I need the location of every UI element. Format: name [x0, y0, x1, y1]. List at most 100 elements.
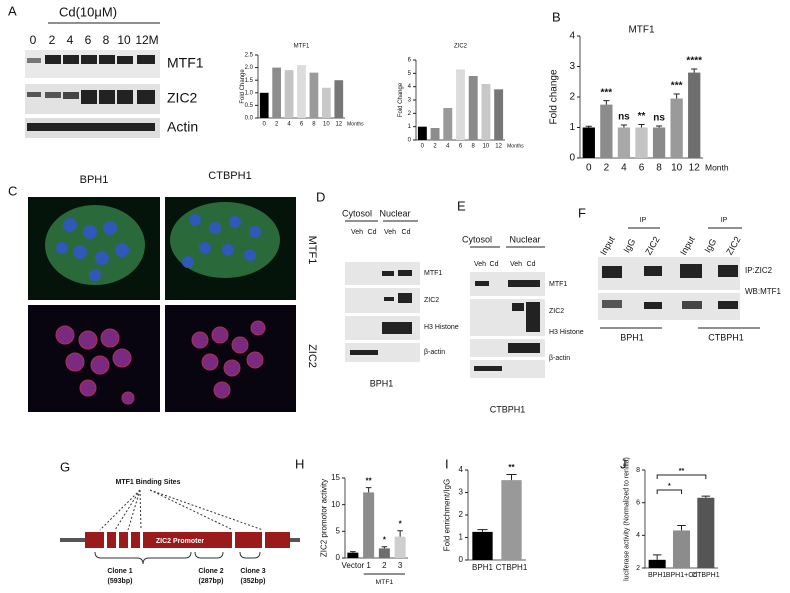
- panel-letter: D: [316, 189, 325, 204]
- x-tick-label: 0: [421, 144, 425, 150]
- y-tick-label: 4: [636, 532, 640, 539]
- label: Cd: [490, 261, 499, 268]
- label: ZIC2: [724, 235, 742, 257]
- bar: [456, 69, 465, 140]
- y-tick-label: 1: [408, 124, 412, 130]
- panel-letter: I: [445, 456, 449, 471]
- bar: [501, 480, 522, 560]
- x-tick-label: 2: [275, 122, 279, 128]
- label: Input: [678, 234, 697, 257]
- panel-letter: A: [8, 3, 17, 18]
- x-tick-label: CTBPH1: [692, 572, 720, 579]
- significance: **: [638, 111, 646, 122]
- label: Veh: [510, 261, 522, 268]
- x-tick-label: 4: [621, 163, 627, 174]
- bar: [648, 559, 666, 568]
- y-tick-label: 2.0: [245, 65, 254, 71]
- x-tick-label: 10: [483, 144, 490, 150]
- significance: *: [383, 536, 387, 545]
- x-tick-label: 12: [495, 144, 502, 150]
- bar: [347, 552, 359, 558]
- x-tick-label: BPH1+Cd: [666, 572, 697, 579]
- bar: [468, 76, 478, 140]
- label: BPH1: [620, 332, 644, 342]
- promoter-label: ZIC2 Promoter: [156, 538, 205, 545]
- y-tick-label: 6: [408, 58, 412, 64]
- label: H3 Histone: [549, 329, 584, 336]
- label: Nuclear: [509, 234, 540, 244]
- x-tick-label: 0: [263, 122, 267, 128]
- label: Veh: [384, 229, 396, 236]
- group-label: MTF1: [376, 579, 394, 586]
- panel-letter: G: [60, 459, 70, 474]
- bar: [378, 548, 390, 558]
- blot-a: [25, 50, 160, 138]
- x-tick-label: 2: [433, 144, 437, 150]
- x-tick-label: 8: [656, 163, 662, 174]
- label: MTF1: [549, 281, 567, 288]
- label: Cytosol: [462, 234, 492, 244]
- label: (352bp): [241, 578, 266, 585]
- bar: [394, 536, 406, 558]
- bar: [297, 65, 306, 118]
- bar: [322, 87, 331, 118]
- x-tick-label: 10: [671, 163, 683, 174]
- label: BPH1: [370, 378, 394, 388]
- label: (287bp): [199, 578, 224, 585]
- y-tick-label: 10: [331, 500, 340, 509]
- y-tick-label: 0: [408, 138, 412, 144]
- y-tick-label: 2: [569, 92, 575, 103]
- label: 6: [85, 33, 92, 47]
- bar: [600, 104, 613, 158]
- x-tick-label: 0: [586, 163, 592, 174]
- error-bar: [477, 529, 488, 532]
- bar: [472, 531, 493, 560]
- label: MTF1 Binding Sites: [116, 479, 181, 486]
- x-tick-label: 8: [312, 122, 316, 128]
- label: Cd: [527, 261, 536, 268]
- x-tick-label: 4: [287, 122, 291, 128]
- y-tick-label: 3: [459, 488, 464, 497]
- x-tick-label: 4: [446, 144, 450, 150]
- bar: [582, 127, 595, 158]
- label: 2: [49, 33, 56, 47]
- x-tick-label: 12: [689, 163, 701, 174]
- blots-def: [345, 257, 740, 378]
- significance: **: [366, 476, 373, 485]
- bracket: [656, 489, 682, 494]
- label: Cd(10μM): [59, 4, 117, 19]
- error-bar: [506, 474, 517, 481]
- bar: [259, 92, 269, 118]
- label: β-actin: [549, 355, 570, 362]
- label: Input: [598, 234, 617, 257]
- error-bar: [691, 68, 698, 73]
- y-tick-label: 2: [636, 565, 640, 572]
- error-bar: [652, 554, 662, 560]
- y-tick-label: 5: [336, 526, 341, 535]
- label: 10: [117, 33, 131, 47]
- chart-title: MTF1: [628, 25, 655, 36]
- error-bar: [381, 546, 388, 549]
- significance: **: [508, 463, 515, 472]
- label: Clone 3: [240, 568, 265, 575]
- x-tick-label: 6: [639, 163, 645, 174]
- y-tick-label: 8: [636, 467, 640, 474]
- x-tick-label: CTBPH1: [496, 563, 528, 572]
- label: Clone 1: [107, 568, 132, 575]
- bar: [334, 80, 344, 118]
- label: β-actin: [424, 349, 445, 356]
- x-tick-label: 2: [604, 163, 610, 174]
- x-tick-label: 6: [300, 122, 304, 128]
- x-tick-label: 12: [335, 122, 342, 128]
- x-tick-label: 2: [382, 561, 387, 570]
- error-bar: [350, 551, 356, 553]
- y-tick-label: 4: [459, 465, 464, 474]
- label: IP:ZIC2: [745, 266, 773, 275]
- y-tick-label: 5: [408, 71, 412, 77]
- y-tick-label: 1.0: [245, 90, 254, 96]
- y-tick-label: 6: [636, 500, 640, 507]
- label: ZIC2: [549, 308, 564, 315]
- bar: [688, 72, 701, 158]
- bar: [635, 127, 648, 158]
